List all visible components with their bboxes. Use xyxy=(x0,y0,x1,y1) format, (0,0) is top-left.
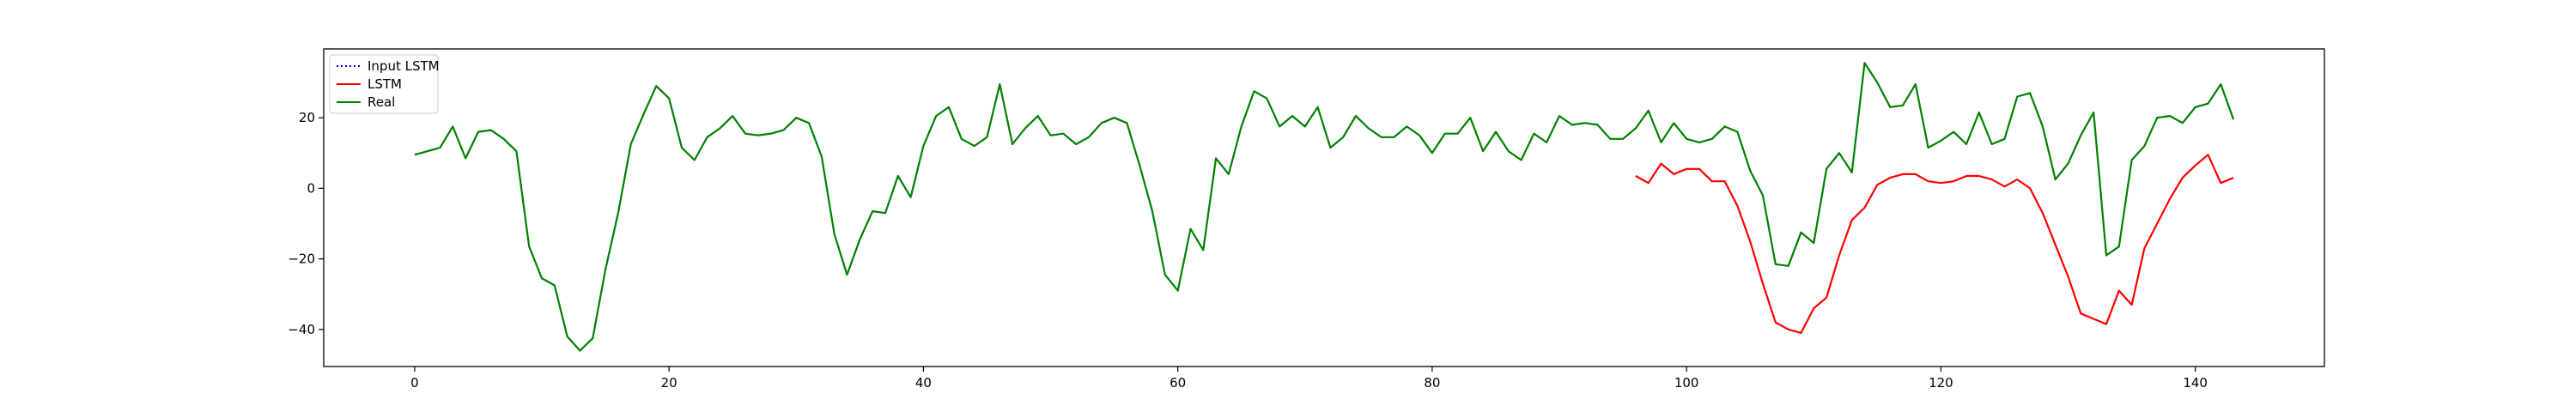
series-line-real xyxy=(414,62,2235,352)
x-tick-label: 40 xyxy=(915,375,932,391)
legend-label-input-lstm: Input LSTM xyxy=(368,58,440,74)
plot-frame xyxy=(323,48,2325,367)
legend-label-lstm: LSTM xyxy=(368,76,402,92)
y-tick-label: 0 xyxy=(307,180,315,196)
y-tick-label: 20 xyxy=(299,110,315,125)
x-tick-label: 60 xyxy=(1170,375,1186,391)
x-tick-label: 0 xyxy=(410,375,419,391)
y-tick-label: −20 xyxy=(288,251,315,267)
x-tick-label: 120 xyxy=(1929,375,1953,391)
x-tick-label: 100 xyxy=(1674,375,1699,391)
x-tick-label: 80 xyxy=(1424,375,1440,391)
legend-box xyxy=(329,54,439,114)
legend: Input LSTM LSTM Real xyxy=(329,54,440,114)
legend-label-real: Real xyxy=(368,94,395,110)
series-line-lstm xyxy=(1635,154,2234,334)
x-tick-label: 140 xyxy=(2183,375,2208,391)
axis-ticks: 0 20 40 60 80 100 120 140 −40 −20 0 20 xyxy=(288,110,2208,391)
y-tick-label: −40 xyxy=(288,322,315,337)
plot-area xyxy=(414,62,2235,352)
x-tick-label: 20 xyxy=(661,375,677,391)
